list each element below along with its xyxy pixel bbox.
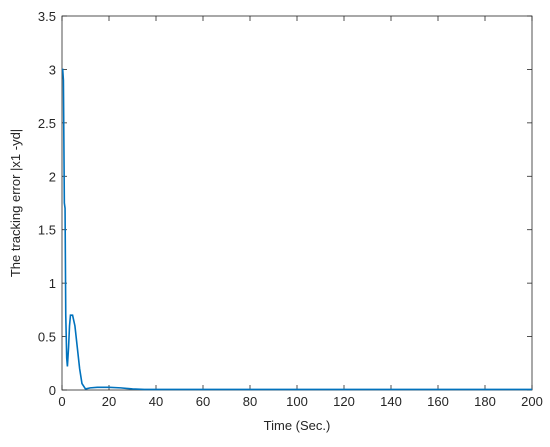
data-line (61, 68, 532, 391)
y-tick-label: 3.5 (38, 9, 56, 24)
x-tick-label: 60 (196, 394, 210, 409)
x-tick-label: 100 (286, 394, 308, 409)
x-tick-label: 120 (333, 394, 355, 409)
x-tick-label: 80 (243, 394, 257, 409)
plot-area (61, 15, 533, 391)
y-tick-label: 0.5 (38, 330, 56, 345)
x-axis-label: Time (Sec.) (264, 418, 331, 433)
x-tick-label: 160 (427, 394, 449, 409)
x-tick-label: 0 (58, 394, 65, 409)
x-tick-label: 140 (380, 394, 402, 409)
x-tick-label: 200 (521, 394, 543, 409)
y-tick-label: 1.5 (38, 223, 56, 238)
y-tick-label: 1 (49, 276, 56, 291)
x-tick-label: 20 (102, 394, 116, 409)
y-tick-label: 2 (49, 169, 56, 184)
y-tick-label: 3 (49, 62, 56, 77)
x-tick-label: 40 (149, 394, 163, 409)
y-tick-label: 2.5 (38, 116, 56, 131)
y-tick-label: 0 (49, 383, 56, 398)
y-axis-label: The tracking error |x1 -yd| (8, 129, 23, 277)
x-tick-label: 180 (474, 394, 496, 409)
